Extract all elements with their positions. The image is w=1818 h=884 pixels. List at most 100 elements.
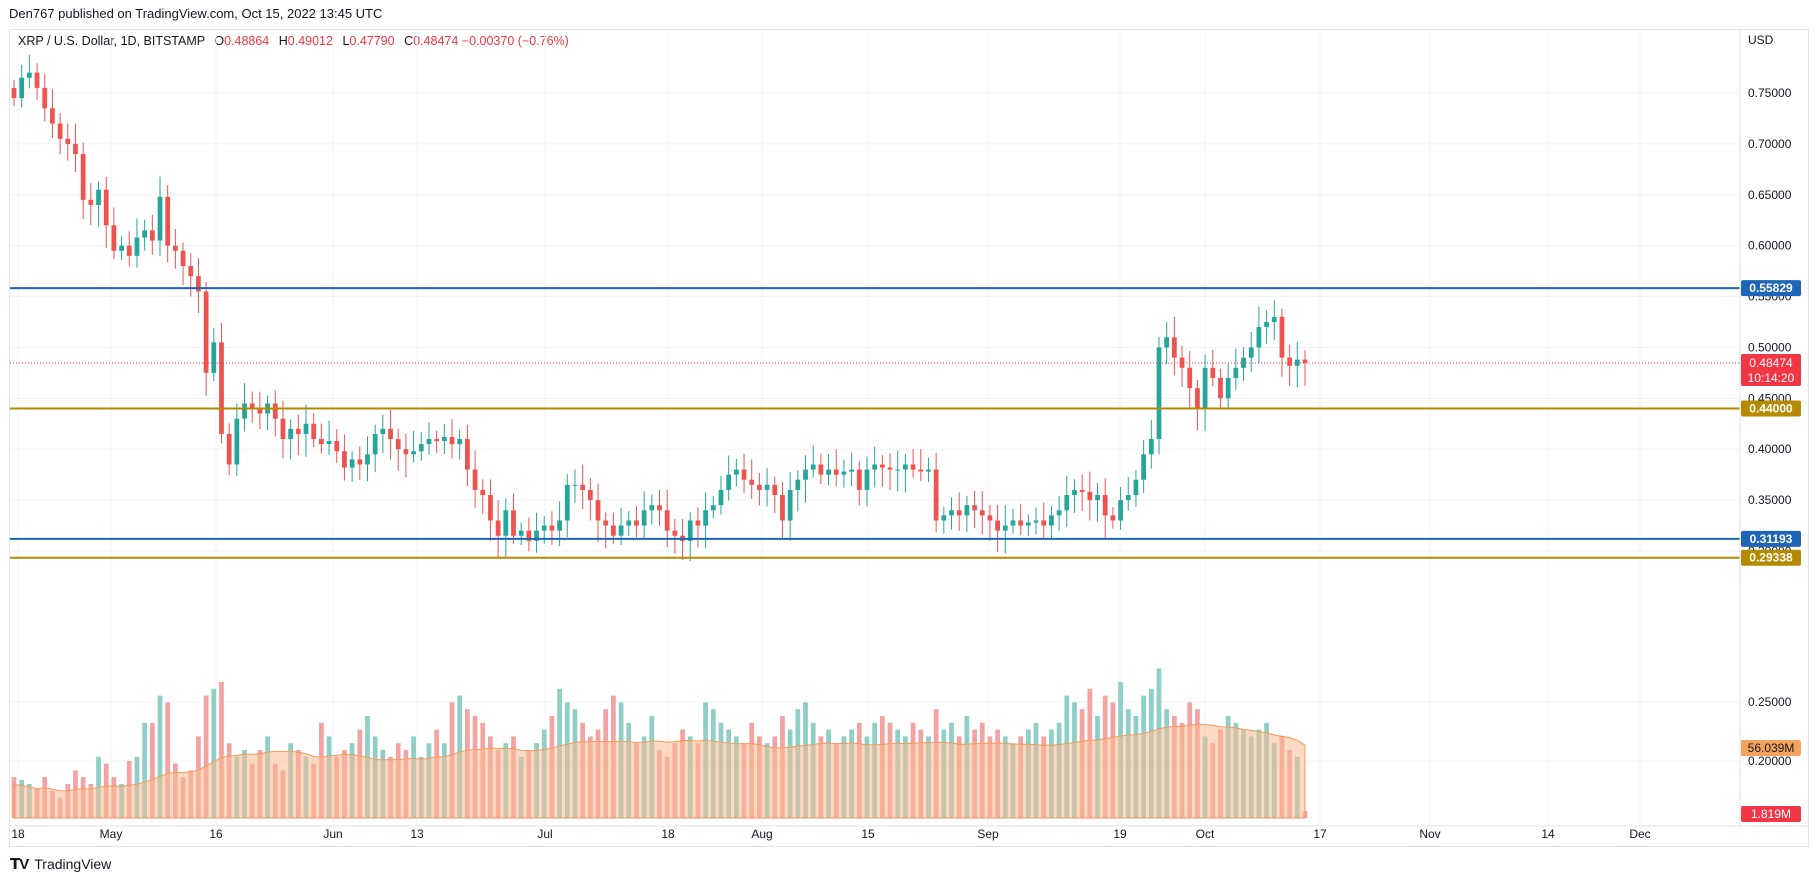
candle-body — [88, 199, 94, 205]
time-tick-label: 13 — [410, 827, 424, 841]
candle-body — [365, 454, 370, 465]
candle-body — [172, 245, 178, 251]
candle-body — [11, 87, 17, 99]
time-tick-label: Nov — [1419, 827, 1440, 841]
candle-body — [526, 530, 532, 541]
candle-body — [126, 245, 132, 256]
candle-body — [818, 464, 824, 475]
tradingview-logo-icon: 𝗧V — [10, 856, 29, 873]
volume-bar — [165, 702, 171, 818]
candle-body — [1125, 495, 1131, 501]
candle-body — [1110, 515, 1116, 521]
candle-body — [280, 418, 286, 440]
last-price-label: 0.48474 — [1749, 356, 1793, 370]
candle-body — [910, 464, 916, 470]
chart-frame — [9, 29, 1809, 847]
candle-body — [119, 245, 124, 251]
candle-body — [733, 469, 739, 475]
volume-tick-label: 0.20000 — [1748, 754, 1792, 768]
time-tick-label: Jun — [323, 827, 342, 841]
candle-body — [611, 525, 616, 536]
brand-name: TradingView — [34, 856, 112, 872]
candle-body — [449, 437, 455, 445]
candle-body — [288, 428, 294, 440]
candle-body — [342, 451, 347, 468]
candle-body — [1102, 495, 1108, 516]
candle-body — [518, 530, 524, 536]
candle-body — [1041, 520, 1047, 526]
candle-body — [495, 520, 501, 536]
level-price-label: 0.29338 — [1749, 551, 1793, 565]
candle-body — [549, 525, 555, 531]
time-tick-label: 14 — [1541, 827, 1555, 841]
candle-body — [580, 484, 586, 490]
candle-body — [695, 520, 701, 526]
candle-body — [618, 525, 624, 536]
candle-body — [242, 403, 247, 419]
time-tick-label: 18 — [11, 827, 25, 841]
volume-last-tag — [1741, 806, 1801, 822]
candle-body — [1010, 520, 1016, 526]
candle-body — [1148, 439, 1154, 455]
candle-body — [96, 189, 101, 205]
candle-body — [418, 444, 424, 452]
candle-body — [956, 510, 962, 516]
low-value: 0.47790 — [349, 34, 395, 48]
candle-body — [1264, 322, 1269, 328]
candle-body — [810, 464, 816, 470]
candle-body — [1302, 359, 1308, 363]
candle-body — [587, 489, 593, 501]
candle-body — [1287, 357, 1293, 366]
level-price-label: 0.31193 — [1750, 532, 1793, 546]
price-tick-label: 0.70000 — [1748, 137, 1792, 151]
open-label: O — [214, 34, 225, 48]
volume-tick-label: 0.25000 — [1748, 695, 1792, 709]
candle-body — [196, 276, 201, 292]
candle-body — [987, 515, 993, 521]
time-tick-label: 16 — [209, 827, 223, 841]
candle-body — [995, 520, 1001, 531]
candle-body — [57, 123, 63, 139]
candle-body — [672, 530, 678, 536]
candle-body — [1248, 347, 1254, 358]
candle-body — [595, 500, 601, 521]
volume-ma-value: 56.039M — [1748, 741, 1795, 755]
candle-body — [441, 437, 447, 442]
candle-body — [488, 495, 493, 521]
volume-bar — [149, 722, 155, 818]
price-tick-label: 0.65000 — [1748, 188, 1792, 202]
candle-body — [1195, 388, 1200, 409]
high-value: 0.49012 — [287, 34, 333, 48]
candle-body — [326, 441, 332, 445]
candle-body — [80, 154, 86, 200]
candle-body — [1171, 337, 1177, 358]
candle-body — [795, 479, 801, 490]
candle-body — [1095, 495, 1100, 501]
candle-body — [211, 342, 217, 373]
footer-brand[interactable]: 𝗧V TradingView — [10, 855, 111, 873]
price-tick-label: 0.60000 — [1748, 239, 1792, 253]
candle-body — [864, 469, 870, 490]
candle-body — [1256, 327, 1262, 348]
candle-body — [603, 520, 609, 526]
time-tick-label: Dec — [1629, 827, 1650, 841]
candle-body — [1225, 377, 1231, 399]
candle-body — [1018, 520, 1024, 526]
candle-body — [687, 520, 693, 541]
candle-body — [657, 505, 662, 511]
candle-body — [1164, 337, 1170, 348]
currency-label: USD — [1748, 33, 1774, 47]
candle-body — [1079, 489, 1085, 492]
countdown-label: 10:14:20 — [1748, 371, 1795, 385]
candle-body — [42, 87, 48, 109]
candle-body — [664, 510, 670, 531]
candle-body — [879, 464, 885, 468]
candle-body — [849, 469, 854, 472]
candle-body — [741, 469, 747, 480]
candle-body — [757, 484, 762, 490]
candle-body — [1033, 520, 1039, 523]
time-tick-label: Aug — [751, 827, 772, 841]
candle-body — [926, 469, 931, 472]
candle-body — [318, 439, 324, 445]
